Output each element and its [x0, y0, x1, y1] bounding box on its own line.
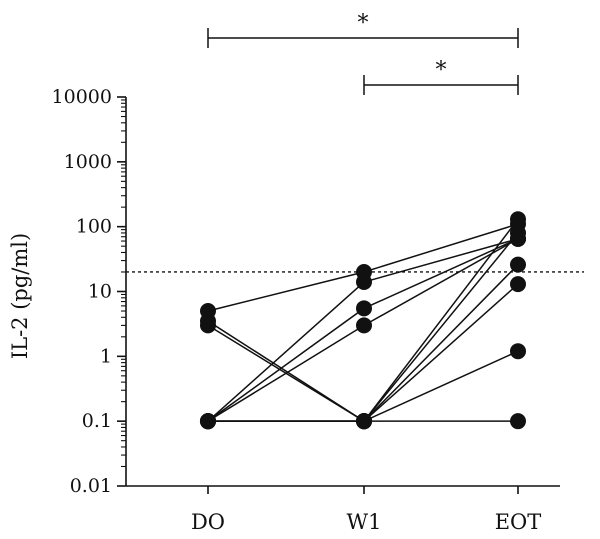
data-point [510, 343, 526, 360]
data-point [356, 317, 372, 334]
x-tick-label: DO [191, 510, 225, 534]
y-tick-label: 10 [88, 281, 112, 303]
data-point [510, 211, 526, 228]
y-tick-label: 100 [76, 216, 112, 238]
y-tick-label: 0.1 [82, 410, 112, 432]
data-point [356, 274, 372, 291]
significance-bracket [363, 75, 519, 95]
significance-label: * [436, 58, 447, 83]
y-tick-label: 1 [100, 345, 112, 367]
x-tick-label: W1 [347, 510, 382, 534]
x-axis: DO W1 EOT [126, 485, 560, 534]
y-tick-label: 0.01 [70, 475, 112, 497]
significance-bracket [207, 28, 519, 48]
significance-label: * [358, 11, 369, 36]
data-point [510, 230, 526, 247]
y-tick-label: 1000 [64, 151, 112, 173]
y-axis: 0.01 0.1 1 10 100 1000 10000 [52, 86, 127, 497]
data-point [510, 276, 526, 293]
data-point [510, 413, 526, 430]
y-tick-label: 10000 [52, 86, 112, 108]
x-tick-label: EOT [495, 510, 542, 534]
data-point [200, 413, 216, 430]
data-point [356, 413, 372, 430]
data-point [200, 313, 216, 330]
data-point [510, 256, 526, 273]
series-points [200, 211, 526, 430]
y-axis-title: IL-2 (pg/ml) [8, 233, 32, 359]
series-line [208, 350, 519, 422]
data-point [356, 300, 372, 317]
significance-brackets: ** [207, 11, 519, 95]
